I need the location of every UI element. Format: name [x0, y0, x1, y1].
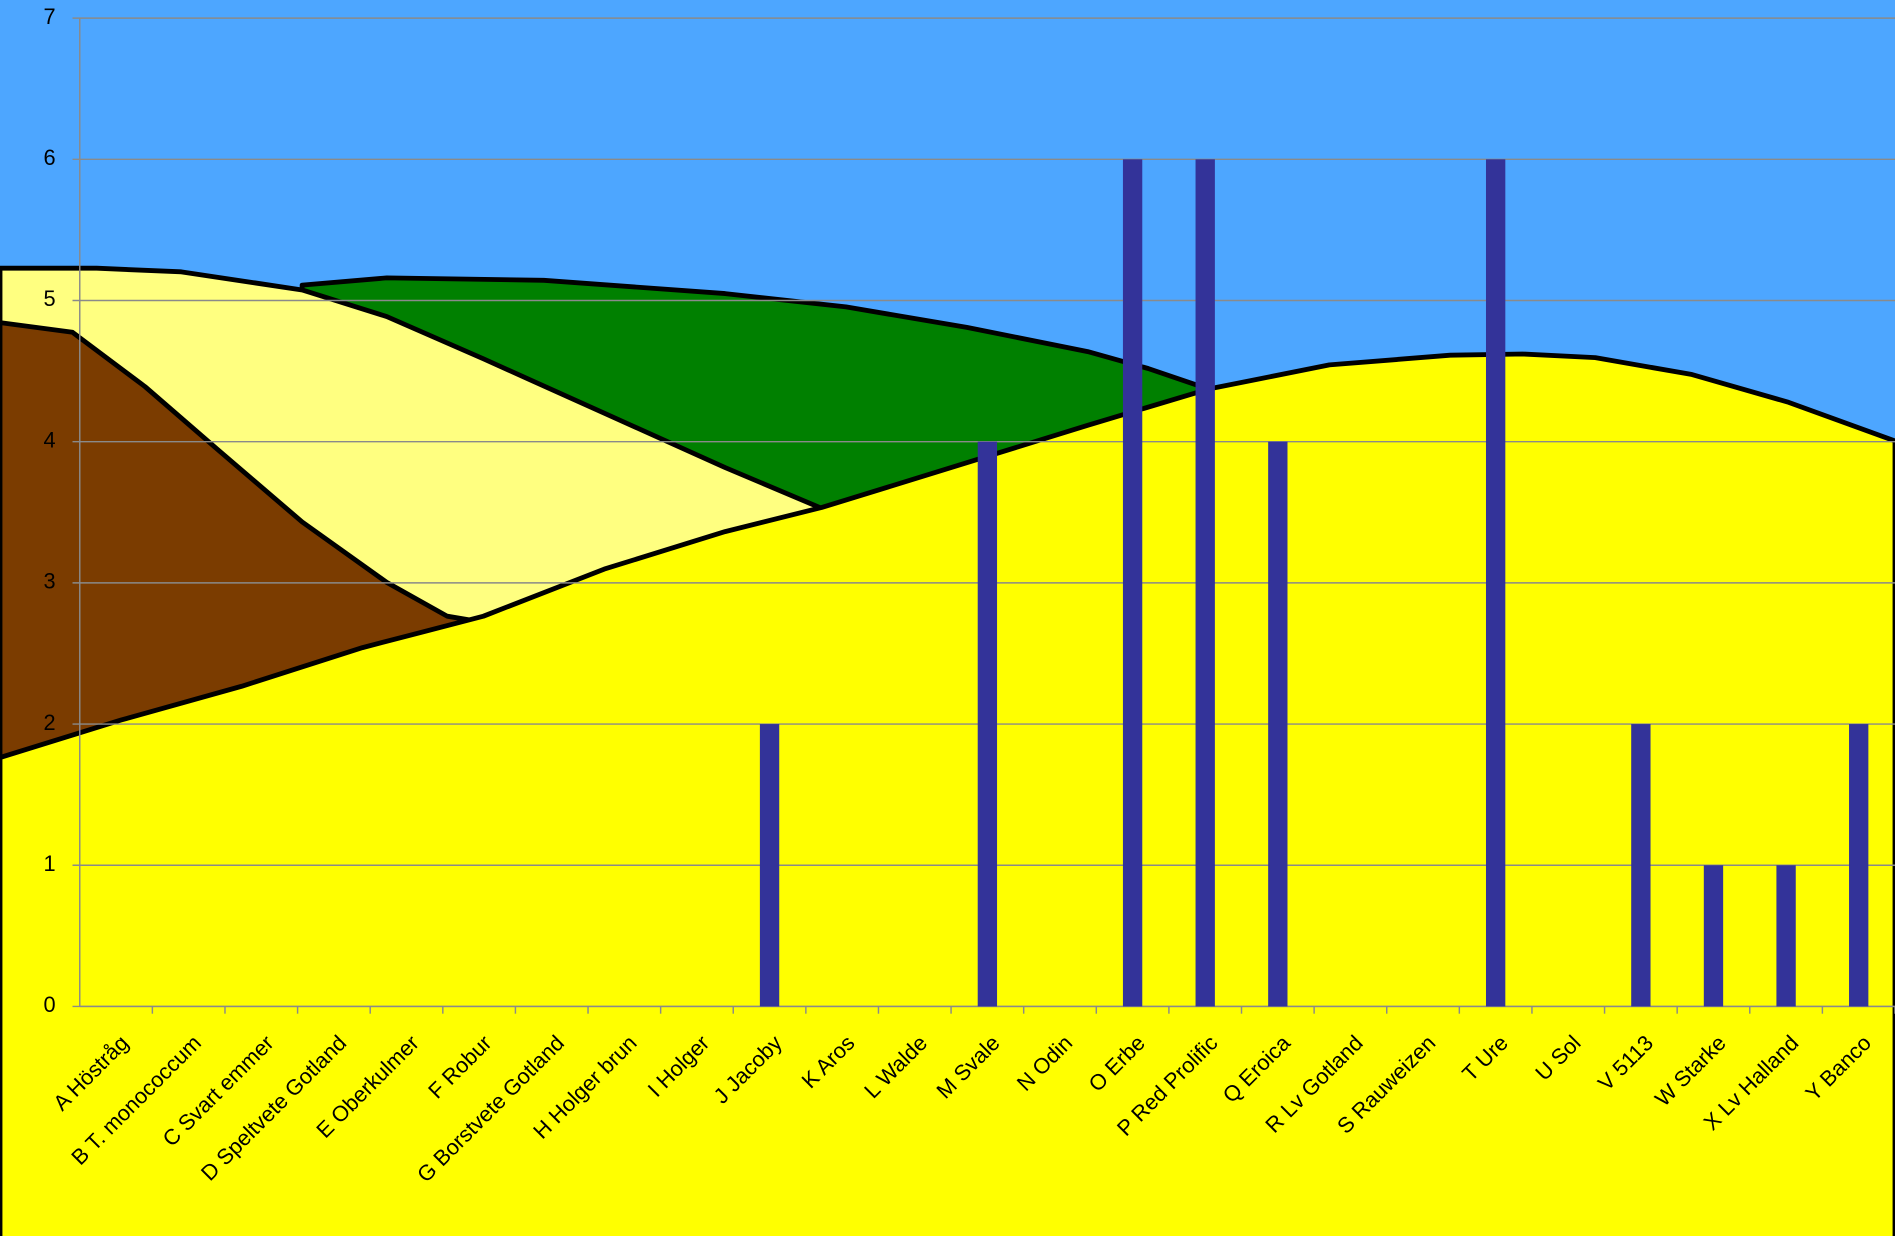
bar — [977, 441, 998, 1007]
bar — [1631, 724, 1651, 1007]
y-tick-label: 6 — [43, 145, 55, 170]
bar — [1122, 159, 1143, 1007]
bar — [1849, 724, 1869, 1007]
y-tick-label: 3 — [43, 569, 55, 594]
y-tick-label: 0 — [43, 992, 55, 1017]
bar — [1776, 865, 1796, 1007]
y-tick-label: 4 — [43, 427, 55, 452]
bar — [1485, 159, 1506, 1007]
y-tick-label: 1 — [43, 851, 55, 876]
bar — [1703, 865, 1724, 1007]
y-tick-label: 7 — [43, 4, 55, 29]
y-tick-label: 2 — [43, 710, 55, 735]
bar — [759, 724, 780, 1007]
y-tick-label: 5 — [43, 286, 55, 311]
bar — [1195, 159, 1215, 1007]
bar — [1268, 441, 1288, 1007]
